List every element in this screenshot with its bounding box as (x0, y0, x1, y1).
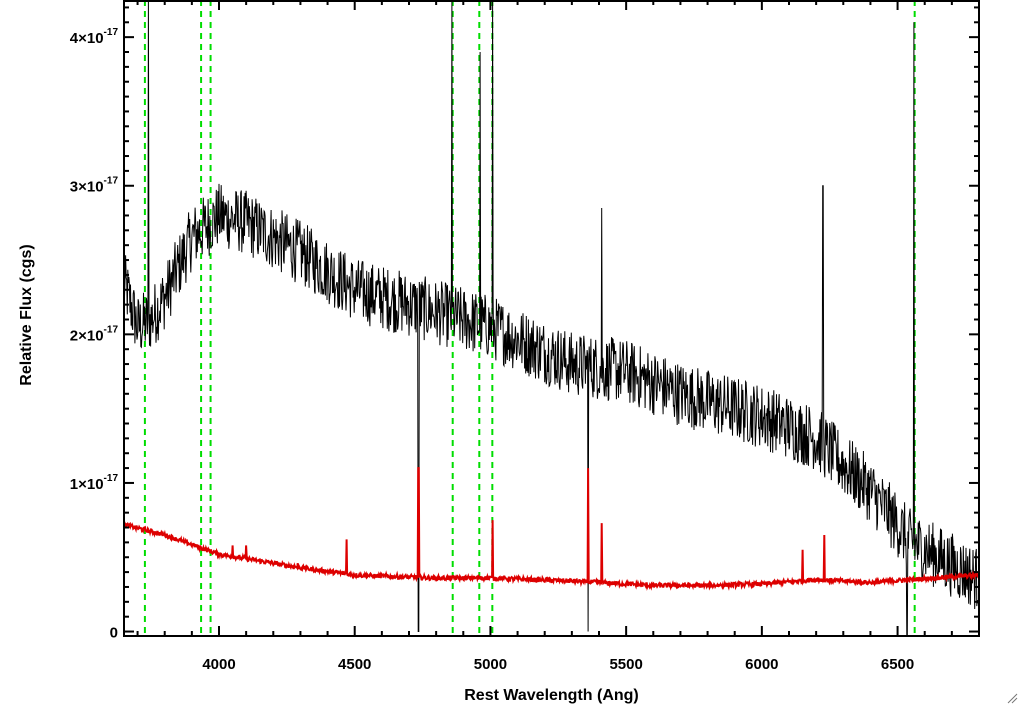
x-axis-label: Rest Wavelength (Ang) (464, 687, 639, 704)
resize-grip-icon[interactable] (1007, 693, 1018, 704)
x-tick-label-4: 6000 (745, 656, 778, 673)
x-tick-label-5: 6500 (881, 656, 914, 673)
x-tick-label-1: 4500 (338, 656, 371, 673)
y-tick-label-3: 3×10-17 (70, 176, 119, 196)
y-axis-label: Relative Flux (cgs) (18, 244, 35, 385)
x-tick-labels: 4000 4500 5000 5500 6000 6500 (202, 656, 914, 673)
plot-frame (123, 0, 980, 637)
series-line-1 (123, 467, 980, 591)
reference-lines (143, 0, 916, 636)
x-tick-label-3: 5500 (609, 656, 642, 673)
spectrum-series (123, 0, 980, 637)
y-tick-label-0: 0 (110, 625, 118, 642)
y-tick-labels: 0 1×10-17 2×10-17 3×10-17 4×10-17 (70, 27, 119, 641)
y-tick-label-1: 1×10-17 (70, 473, 119, 493)
y-tick-label-2: 2×10-17 (70, 324, 119, 344)
series-line-0 (123, 0, 980, 637)
x-tick-label-0: 4000 (202, 656, 235, 673)
axis-ticks (124, 0, 980, 636)
y-tick-label-4: 4×10-17 (70, 27, 119, 47)
x-tick-label-2: 5000 (474, 656, 507, 673)
